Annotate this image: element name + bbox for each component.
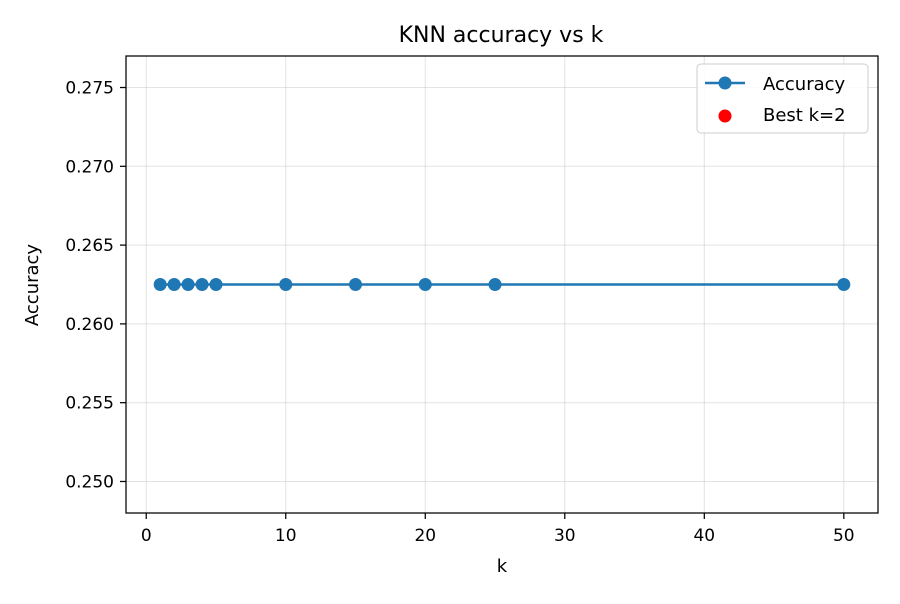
y-tick-label: 0.270 bbox=[65, 157, 114, 177]
data-point-accuracy bbox=[195, 278, 209, 291]
axes-layer: 0 10 20 30 40 50 0.250 0.255 0.260 0.265 0.270 0.27… bbox=[65, 79, 854, 546]
data-point-accuracy bbox=[167, 278, 181, 291]
x-tick-label: 0 bbox=[141, 526, 152, 546]
data-point-accuracy bbox=[181, 278, 195, 291]
legend-box bbox=[696, 63, 869, 134]
data-point-accuracy bbox=[488, 278, 502, 291]
data-point-accuracy bbox=[279, 278, 293, 291]
data-point-accuracy bbox=[209, 278, 223, 291]
legend: Accuracy Best k=2 bbox=[696, 63, 869, 134]
y-axis-label: Accuracy bbox=[22, 244, 43, 327]
legend-best-marker bbox=[718, 109, 732, 123]
x-tick-label: 20 bbox=[414, 526, 436, 546]
y-tick-label: 0.260 bbox=[65, 315, 114, 335]
y-tick-label: 0.275 bbox=[65, 79, 114, 99]
legend-best-label: Best k=2 bbox=[763, 105, 846, 126]
y-tick-label: 0.250 bbox=[65, 472, 114, 492]
data-point-accuracy bbox=[349, 278, 363, 291]
plot-frame bbox=[125, 55, 879, 514]
x-axis-label: k bbox=[497, 556, 508, 577]
data-point-accuracy bbox=[153, 278, 167, 291]
legend-accuracy-label: Accuracy bbox=[763, 74, 846, 95]
x-tick-label: 30 bbox=[554, 526, 576, 546]
data-point-accuracy bbox=[837, 278, 851, 291]
chart-title: KNN accuracy vs k bbox=[399, 23, 604, 48]
x-tick-label: 10 bbox=[275, 526, 297, 546]
series-layer bbox=[153, 278, 851, 291]
x-tick-label: 40 bbox=[693, 526, 715, 546]
data-point-accuracy bbox=[418, 278, 432, 291]
y-tick-label: 0.265 bbox=[65, 236, 114, 256]
legend-accuracy-marker bbox=[718, 76, 732, 90]
x-tick-label: 50 bbox=[833, 526, 855, 546]
y-tick-label: 0.255 bbox=[65, 394, 114, 414]
